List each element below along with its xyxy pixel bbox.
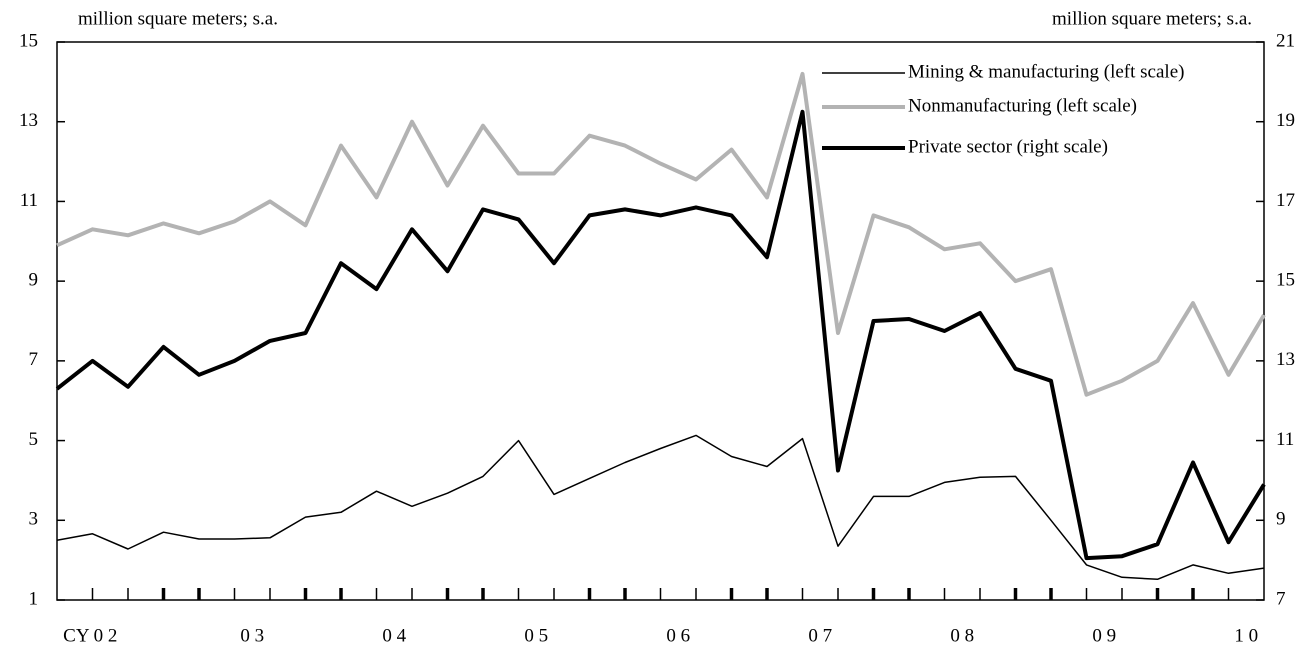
y-tick-label: 11 (20, 190, 38, 211)
y-tick-label: 15 (19, 30, 38, 51)
y-tick-label: 3 (29, 509, 39, 530)
legend-label: Nonmanufacturing (left scale) (908, 95, 1137, 116)
x-tick-label: 0 9 (1092, 625, 1116, 646)
x-tick-label: 0 3 (240, 625, 264, 646)
x-tick-label: CY 0 2 (63, 625, 117, 646)
y-tick-label: 9 (29, 270, 39, 291)
x-tick-label: 0 4 (382, 625, 406, 646)
x-tick-label: 0 5 (524, 625, 548, 646)
x-tick-label: 0 6 (666, 625, 690, 646)
y2-tick-label: 15 (1276, 270, 1295, 291)
y2-tick-label: 13 (1276, 349, 1295, 370)
y-tick-label: 7 (29, 349, 39, 370)
y-tick-label: 5 (29, 429, 39, 450)
y-tick-label: 13 (19, 110, 38, 131)
legend-label: Mining & manufacturing (left scale) (908, 61, 1184, 82)
y2-tick-label: 9 (1276, 509, 1286, 530)
y2-tick-label: 21 (1276, 30, 1295, 51)
x-tick-label: 0 8 (950, 625, 974, 646)
series-line (56, 434, 1265, 581)
y2-tick-label: 7 (1276, 588, 1286, 609)
series-line (56, 71, 1266, 397)
plot-frame (56, 41, 1265, 601)
y2-tick-label: 17 (1276, 190, 1295, 211)
y-tick-label: 1 (29, 588, 39, 609)
x-tick-label: 0 7 (808, 625, 832, 646)
series-line (55, 109, 1266, 561)
x-tick-label: 1 0 (1234, 625, 1258, 646)
y2-tick-label: 11 (1276, 429, 1294, 450)
right-unit: million square meters; s.a. (1052, 8, 1252, 29)
y2-tick-label: 19 (1276, 110, 1295, 131)
left-unit: million square meters; s.a. (78, 8, 278, 29)
legend-label: Private sector (right scale) (908, 136, 1108, 157)
